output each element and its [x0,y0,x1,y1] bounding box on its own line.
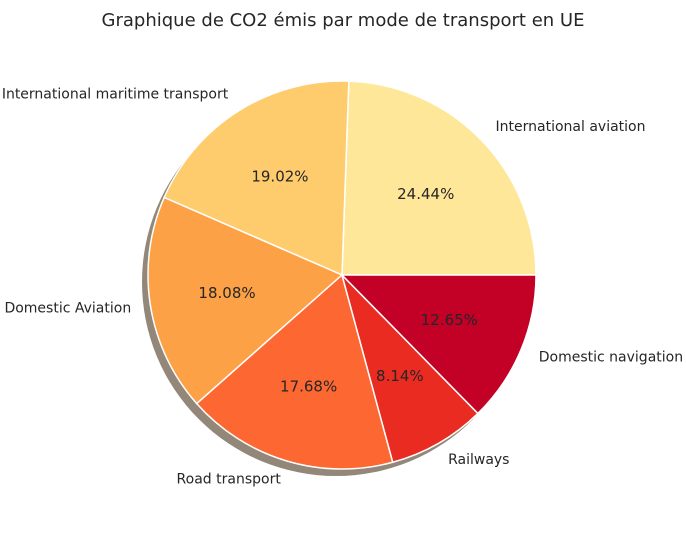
slice-percent-label: 17.68% [280,378,337,396]
slice-percent-label: 24.44% [397,185,454,203]
pie-slice [195,273,394,470]
pie-slice [147,196,344,405]
pie-slice [341,80,537,276]
pie-slice [163,80,350,277]
slice-category-label: Domestic navigation [539,350,683,366]
slice-percent-label: 18.08% [198,284,255,302]
slice-category-label: Railways [448,452,509,468]
chart-title: Graphique de CO2 émis par mode de transp… [102,10,585,31]
pie-slices [147,80,537,470]
slice-percent-label: 8.14% [376,367,424,385]
slice-category-label: International aviation [496,119,646,135]
slice-percent-label: 12.65% [421,311,478,329]
pie-slice [340,272,479,464]
slice-category-label: Domestic Aviation [4,300,131,316]
pie-labels: 24.44% International aviation 19.02% Intern… [2,86,683,487]
slice-category-label: Road transport [177,471,282,487]
slice-category-label: International maritime transport [2,86,229,102]
slice-percent-label: 19.02% [251,168,308,186]
pie-slice [340,274,537,415]
